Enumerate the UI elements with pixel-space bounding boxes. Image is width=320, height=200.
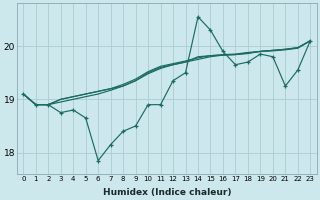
X-axis label: Humidex (Indice chaleur): Humidex (Indice chaleur) [102, 188, 231, 197]
